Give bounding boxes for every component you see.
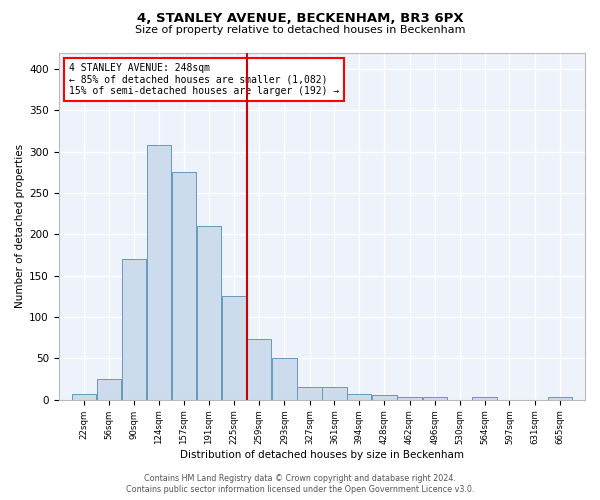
Bar <box>397 396 422 400</box>
Bar <box>372 395 397 400</box>
Bar <box>197 226 221 400</box>
Bar <box>147 145 171 400</box>
Text: Contains HM Land Registry data © Crown copyright and database right 2024.
Contai: Contains HM Land Registry data © Crown c… <box>126 474 474 494</box>
Text: 4 STANLEY AVENUE: 248sqm
← 85% of detached houses are smaller (1,082)
15% of sem: 4 STANLEY AVENUE: 248sqm ← 85% of detach… <box>69 63 340 96</box>
Bar <box>222 296 247 400</box>
Bar <box>247 340 271 400</box>
Bar <box>472 398 497 400</box>
X-axis label: Distribution of detached houses by size in Beckenham: Distribution of detached houses by size … <box>180 450 464 460</box>
Bar <box>322 388 347 400</box>
Y-axis label: Number of detached properties: Number of detached properties <box>15 144 25 308</box>
Bar <box>122 260 146 400</box>
Bar <box>272 358 296 400</box>
Bar <box>97 379 121 400</box>
Bar <box>172 172 196 400</box>
Bar <box>298 388 322 400</box>
Text: Size of property relative to detached houses in Beckenham: Size of property relative to detached ho… <box>135 25 465 35</box>
Text: 4, STANLEY AVENUE, BECKENHAM, BR3 6PX: 4, STANLEY AVENUE, BECKENHAM, BR3 6PX <box>137 12 463 26</box>
Bar <box>347 394 371 400</box>
Bar <box>71 394 96 400</box>
Bar <box>548 398 572 400</box>
Bar <box>422 398 447 400</box>
